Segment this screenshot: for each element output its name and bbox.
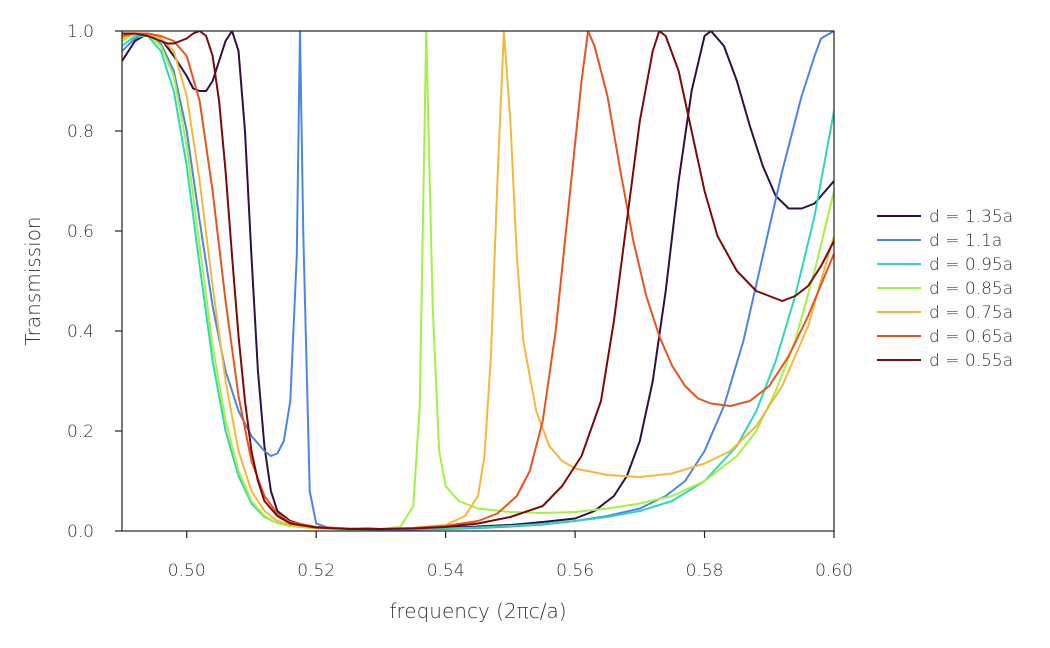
series-line-0 xyxy=(122,31,834,531)
y-tick-label: 0.4 xyxy=(67,322,94,342)
legend-entry-label: d = 0.95a xyxy=(929,255,1013,275)
legend-entry-label: d = 0.65a xyxy=(929,327,1013,347)
y-axis-label: Transmission xyxy=(21,216,45,345)
legend-entry-label: d = 0.75a xyxy=(929,303,1013,323)
legend-entry-label: d = 1.1a xyxy=(929,231,1002,251)
legend-entry-label: d = 1.35a xyxy=(929,207,1013,227)
plot-frame xyxy=(121,30,835,532)
y-tick-label: 0.0 xyxy=(67,522,94,542)
series-line-6 xyxy=(122,31,834,530)
x-axis-label: frequency (2πc/a) xyxy=(389,599,566,623)
plot-lines xyxy=(122,31,834,531)
x-tick-label: 0.56 xyxy=(556,561,594,581)
x-tick-label: 0.58 xyxy=(686,561,724,581)
y-tick-label: 0.6 xyxy=(67,222,94,242)
x-tick-label: 0.52 xyxy=(297,561,335,581)
series-line-1 xyxy=(122,31,834,531)
y-axis: 0.0 0.2 0.4 0.6 0.8 1.0 xyxy=(67,22,122,542)
legend-entry-label: d = 0.85a xyxy=(929,279,1013,299)
legend-entry-label: d = 0.55a xyxy=(929,351,1013,371)
x-tick-label: 0.50 xyxy=(168,561,206,581)
series-line-4 xyxy=(122,31,834,530)
x-tick-label: 0.60 xyxy=(815,561,853,581)
y-tick-label: 0.8 xyxy=(67,122,94,142)
x-axis: 0.50 0.52 0.54 0.56 0.58 0.60 xyxy=(168,531,853,581)
series-line-3 xyxy=(122,31,834,531)
legend: d = 1.35a d = 1.1a d = 0.95a d = 0.85a d = 0… xyxy=(877,207,1013,371)
x-tick-label: 0.54 xyxy=(427,561,465,581)
y-tick-label: 0.2 xyxy=(67,422,94,442)
y-tick-label: 1.0 xyxy=(67,22,94,42)
series-line-2 xyxy=(122,35,834,530)
series-line-5 xyxy=(122,31,834,530)
